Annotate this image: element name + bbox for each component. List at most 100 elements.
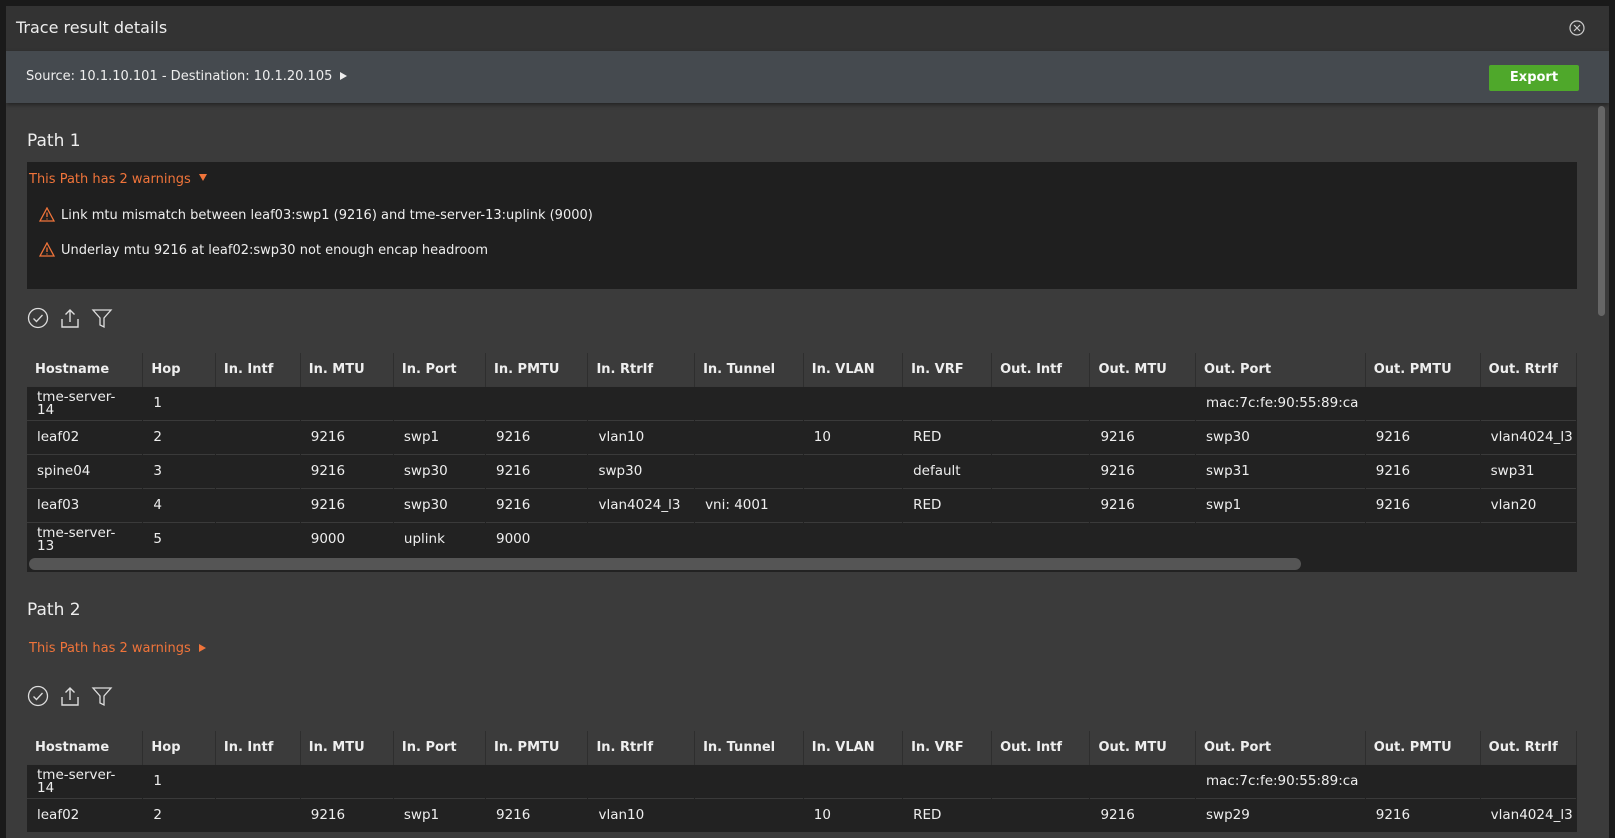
- check-icon[interactable]: [27, 307, 49, 329]
- source-toggle[interactable]: Source: 10.1.10.101 - Destination: 10.1.…: [26, 69, 348, 84]
- table-cell: leaf02: [27, 420, 144, 455]
- warning-icon: [38, 206, 56, 222]
- column-header[interactable]: Out. Port: [1195, 731, 1366, 765]
- table-cell: [215, 522, 301, 556]
- column-header[interactable]: Out. MTU: [1089, 731, 1196, 765]
- path-title: Path 1: [27, 131, 81, 151]
- table-cell: leaf02: [27, 798, 144, 832]
- table-cell: vlan10: [587, 798, 696, 832]
- modal-title: Trace result details: [16, 18, 168, 37]
- table-cell: [803, 522, 904, 556]
- column-header[interactable]: In. PMTU: [485, 353, 589, 387]
- warning-toggle[interactable]: This Path has 2 warnings: [27, 631, 1577, 667]
- table-cell: 1: [142, 386, 216, 421]
- table-cell: swp1: [393, 798, 487, 832]
- table-cell: 9000: [300, 522, 394, 556]
- export-icon[interactable]: [59, 307, 81, 329]
- column-header[interactable]: In. Tunnel: [694, 731, 804, 765]
- column-header[interactable]: In. VRF: [902, 353, 993, 387]
- column-header[interactable]: In. RtrIf: [587, 731, 696, 765]
- column-header[interactable]: In. MTU: [300, 353, 394, 387]
- table-row: tme-server-14 1 mac:7c:fe:90:55:89:ca: [27, 386, 1578, 421]
- table-cell: tme-server-14: [27, 386, 144, 421]
- table-cell: [902, 522, 993, 556]
- warning-item: Link mtu mismatch between leaf03:swp1 (9…: [27, 198, 1577, 233]
- export-button[interactable]: Export: [1489, 65, 1579, 91]
- table-cell: [991, 522, 1091, 556]
- path-section: Path 1 This Path has 2 warnings Link mtu m…: [27, 131, 1596, 572]
- expand-arrow: [340, 72, 348, 80]
- table-cell: 9216: [1089, 798, 1196, 832]
- table-cell: 9216: [1365, 420, 1481, 455]
- column-header[interactable]: In. Tunnel: [694, 353, 804, 387]
- column-header[interactable]: Hop: [142, 731, 216, 765]
- table-cell: tme-server-14: [27, 764, 144, 799]
- table-cell: swp1: [1195, 488, 1366, 523]
- export-icon[interactable]: [59, 685, 81, 707]
- table-cell: [1365, 764, 1481, 799]
- table-cell: [1195, 522, 1366, 556]
- column-header[interactable]: Out. Intf: [991, 731, 1091, 765]
- scroll-thumb[interactable]: [29, 558, 1301, 570]
- table-cell: [1089, 764, 1196, 799]
- check-icon[interactable]: [27, 685, 49, 707]
- table-cell: 9216: [1365, 454, 1481, 489]
- column-header[interactable]: Out. RtrIf: [1480, 353, 1578, 387]
- table-cell: RED: [902, 488, 993, 523]
- filter-icon[interactable]: [91, 685, 113, 707]
- column-header[interactable]: In. Port: [393, 731, 487, 765]
- table-cell: 9216: [485, 454, 589, 489]
- warning-toggle[interactable]: This Path has 2 warnings: [27, 162, 1577, 198]
- table-cell: [215, 798, 301, 832]
- column-header[interactable]: Out. PMTU: [1365, 353, 1481, 387]
- column-header[interactable]: Out. Port: [1195, 353, 1366, 387]
- column-header[interactable]: In. MTU: [300, 731, 394, 765]
- table-cell: [991, 798, 1091, 832]
- table-cell: RED: [902, 420, 993, 455]
- table-cell: [485, 386, 589, 421]
- column-header[interactable]: Out. MTU: [1089, 353, 1196, 387]
- close-button[interactable]: [1569, 20, 1585, 36]
- column-header[interactable]: In. Intf: [215, 731, 301, 765]
- table-cell: [991, 420, 1091, 455]
- column-header[interactable]: Out. Intf: [991, 353, 1091, 387]
- filter-icon[interactable]: [91, 307, 113, 329]
- table-cell: vlan4024_l3: [1480, 798, 1578, 832]
- table-cell: [803, 764, 904, 799]
- modal-header: Trace result details: [6, 6, 1609, 51]
- table-cell: [1089, 522, 1196, 556]
- column-header[interactable]: Out. PMTU: [1365, 731, 1481, 765]
- modal-body: Path 1 This Path has 2 warnings Link mtu m…: [6, 103, 1596, 838]
- column-header[interactable]: Hostname: [27, 731, 144, 765]
- table-row: spine04 3 9216 swp30 9216 swp30 default 9216 swp…: [27, 454, 1578, 489]
- table-cell: [1365, 386, 1481, 421]
- table-cell: 9216: [300, 798, 394, 832]
- column-header[interactable]: Out. RtrIf: [1480, 731, 1578, 765]
- table-cell: [1089, 386, 1196, 421]
- table-cell: 9216: [1089, 488, 1196, 523]
- column-header[interactable]: Hop: [142, 353, 216, 387]
- table-cell: swp31: [1480, 454, 1578, 489]
- column-header[interactable]: In. VLAN: [803, 353, 904, 387]
- toggle-arrow: [198, 644, 206, 652]
- column-header[interactable]: In. RtrIf: [587, 353, 696, 387]
- header-row: Hostname Hop In. Intf In. MTU In. Port In. PM…: [27, 353, 1578, 387]
- table-cell: 9000: [485, 522, 589, 556]
- table-cell: [215, 386, 301, 421]
- column-header[interactable]: In. Intf: [215, 353, 301, 387]
- column-header[interactable]: Hostname: [27, 353, 144, 387]
- scrollbar[interactable]: [1598, 106, 1605, 316]
- column-header[interactable]: In. Port: [393, 353, 487, 387]
- table-cell: 10: [803, 798, 904, 832]
- column-header[interactable]: In. VLAN: [803, 731, 904, 765]
- table-row: leaf02 2 9216 swp1 9216 vlan10 10 RED 9216 swp30 9…: [27, 420, 1578, 455]
- results-table: Hostname Hop In. Intf In. MTU In. Port In. PM…: [27, 731, 1578, 832]
- warning-toggle-text: This Path has 2 warnings: [29, 641, 191, 656]
- table-cell: 2: [142, 798, 216, 832]
- table-cell: 9216: [1089, 454, 1196, 489]
- source-bar: Source: 10.1.10.101 - Destination: 10.1.…: [6, 51, 1609, 103]
- column-header[interactable]: In. PMTU: [485, 731, 589, 765]
- column-header[interactable]: In. VRF: [902, 731, 993, 765]
- table-cell: 9216: [300, 488, 394, 523]
